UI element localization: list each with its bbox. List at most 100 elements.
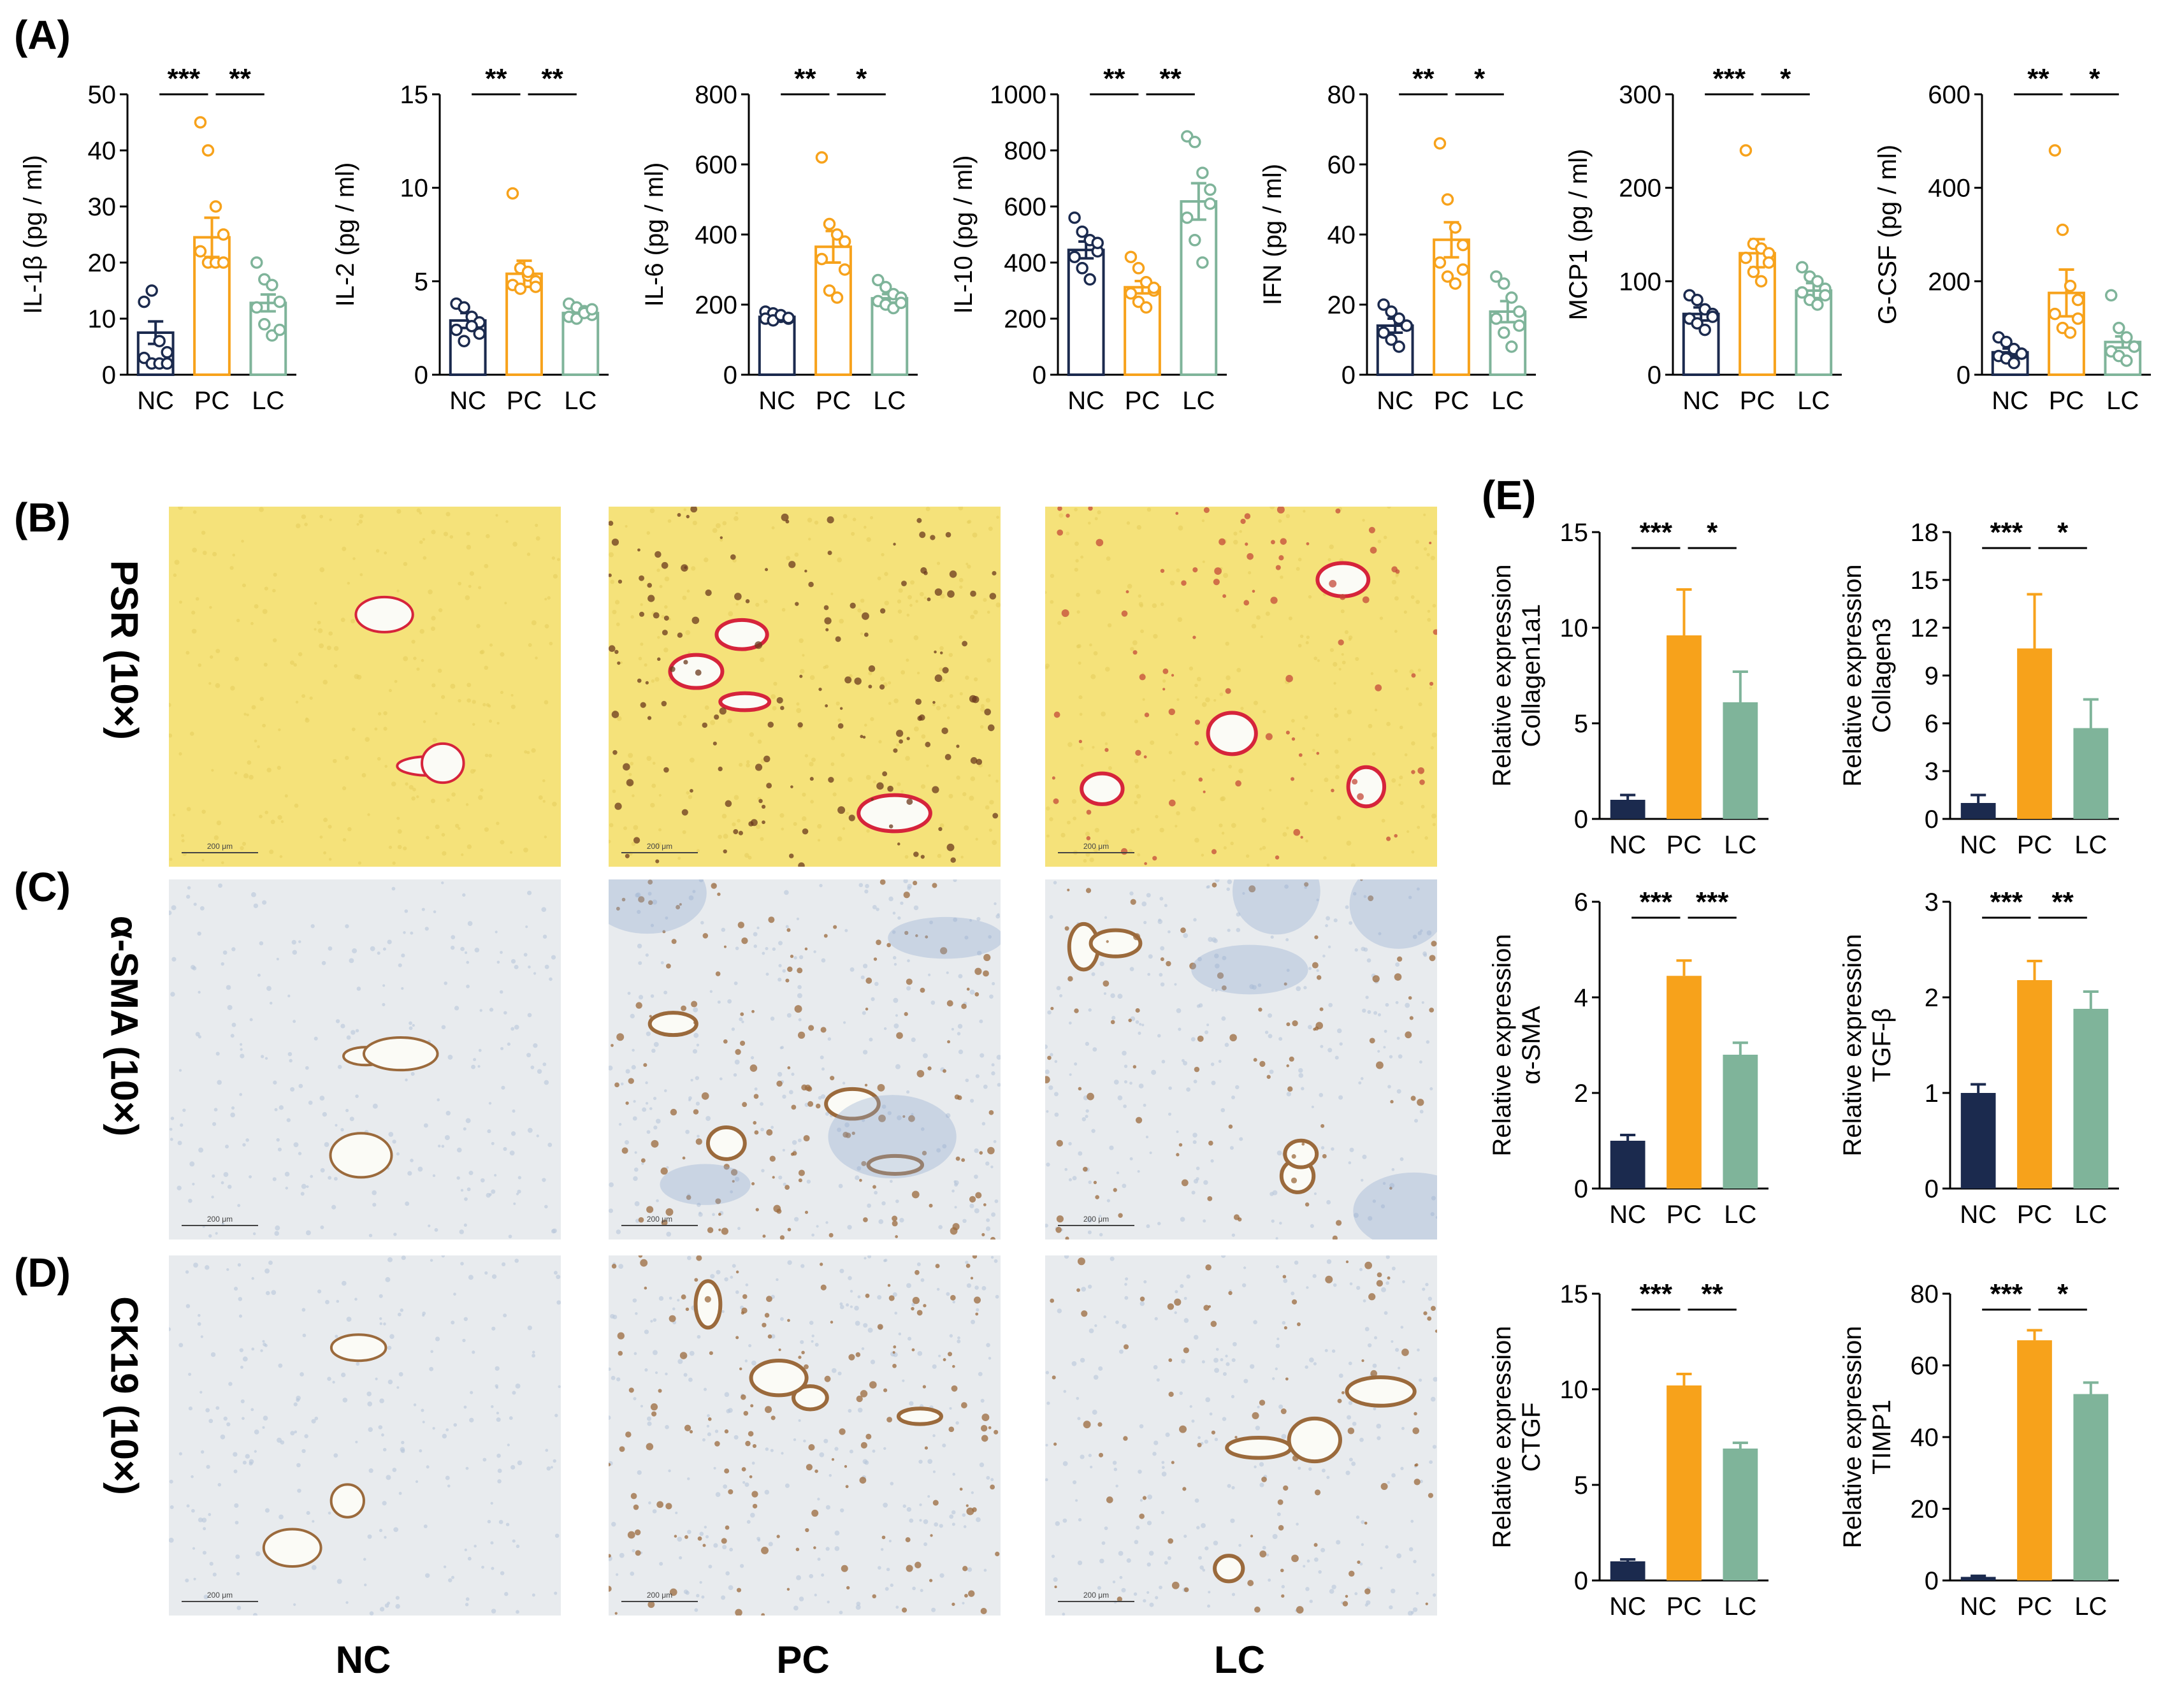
cell-nucleus (1107, 623, 1112, 628)
cell-nucleus (1387, 507, 1391, 509)
cell-nucleus (642, 1107, 647, 1112)
cell-nucleus (750, 1056, 755, 1060)
cell-nucleus (528, 965, 531, 969)
significance-label: * (2057, 1278, 2069, 1310)
cell-nucleus (701, 1595, 705, 1599)
stain-deposit (791, 1104, 797, 1110)
cell-nucleus (777, 978, 782, 982)
stain-deposit (828, 1233, 834, 1238)
vessel (1283, 1138, 1319, 1169)
cell-nucleus (888, 639, 893, 643)
cell-nucleus (633, 1167, 639, 1172)
stain-deposit (809, 777, 814, 781)
cell-nucleus (1311, 1105, 1315, 1109)
cell-nucleus (646, 756, 652, 761)
stain-deposit (633, 837, 640, 844)
y-axis-label: MCP1 (pg / ml) (1565, 149, 1593, 321)
cell-nucleus (821, 958, 826, 963)
cell-nucleus (401, 1440, 405, 1445)
cell-nucleus (1176, 1130, 1179, 1133)
stain-deposit (1142, 1496, 1147, 1500)
cell-nucleus (527, 1325, 532, 1331)
cell-nucleus (246, 713, 249, 716)
cell-nucleus (231, 1022, 236, 1027)
stain-deposit (616, 906, 620, 911)
cell-nucleus (1391, 1588, 1396, 1594)
data-point (1392, 312, 1405, 325)
stain-deposit (923, 570, 928, 575)
stain-deposit (630, 1493, 637, 1500)
vessel (857, 793, 932, 834)
cell-nucleus (839, 1268, 844, 1273)
cell-nucleus (1099, 1558, 1104, 1564)
cell-nucleus (430, 1350, 433, 1354)
cell-nucleus (1326, 1259, 1332, 1264)
cell-nucleus (1417, 1348, 1420, 1352)
cell-nucleus (974, 677, 978, 682)
stain-deposit (1240, 518, 1246, 524)
y-tick-label: 0 (723, 361, 737, 389)
cell-nucleus (695, 1101, 700, 1106)
cell-nucleus (212, 552, 217, 557)
cell-nucleus (1426, 1040, 1430, 1044)
cell-nucleus (1278, 1404, 1284, 1409)
stain-deposit (803, 1135, 810, 1142)
stain-deposit (988, 1426, 992, 1429)
cell-nucleus (609, 1066, 613, 1071)
cell-nucleus (240, 1048, 243, 1051)
cell-nucleus (1214, 1368, 1220, 1373)
data-point (879, 280, 892, 294)
cell-nucleus (396, 1152, 400, 1156)
stain-deposit (655, 859, 660, 864)
cell-nucleus (449, 535, 454, 539)
cell-nucleus (349, 958, 354, 964)
cell-nucleus (852, 517, 857, 521)
cell-nucleus (646, 531, 651, 535)
stain-deposit (619, 1446, 625, 1452)
cell-nucleus (345, 1109, 349, 1113)
stain-deposit (762, 1234, 766, 1238)
stain-deposit (1120, 848, 1128, 855)
cell-nucleus (939, 1573, 944, 1578)
cell-nucleus (1385, 1281, 1389, 1285)
cell-nucleus (1373, 1011, 1378, 1015)
stain-deposit (1390, 1100, 1394, 1104)
cell-nucleus (1122, 1183, 1127, 1189)
y-tick-label: 200 (1928, 268, 1971, 296)
cell-nucleus (394, 679, 398, 683)
y-tick-label: 5 (414, 268, 428, 296)
cell-nucleus (808, 537, 811, 541)
cell-nucleus (215, 683, 221, 688)
cell-nucleus (705, 1535, 709, 1538)
cell-nucleus (1124, 1283, 1127, 1286)
cell-nucleus (1356, 1515, 1360, 1519)
cell-nucleus (422, 1313, 425, 1317)
cell-nucleus (850, 967, 855, 972)
cell-nucleus (1268, 1579, 1271, 1582)
cell-nucleus (264, 586, 268, 591)
cell-nucleus (1421, 804, 1425, 809)
stain-deposit (1135, 1117, 1143, 1124)
cell-nucleus (1174, 1311, 1177, 1314)
cell-nucleus (468, 1275, 474, 1280)
cell-nucleus (844, 1122, 850, 1128)
micrograph-psr-nc: 200 μm (169, 507, 561, 867)
cell-nucleus (1250, 1364, 1255, 1369)
cell-nucleus (1113, 1080, 1119, 1085)
stain-deposit (1259, 1060, 1266, 1067)
cell-nucleus (1189, 1405, 1192, 1408)
stain-deposit (1283, 1485, 1289, 1491)
cell-nucleus (848, 777, 853, 783)
cell-nucleus (1085, 1109, 1089, 1113)
cell-nucleus (817, 1558, 821, 1561)
cell-nucleus (404, 909, 409, 913)
stain-deposit (1168, 1391, 1174, 1397)
cell-nucleus (809, 762, 814, 767)
cell-nucleus (375, 549, 380, 553)
stain-deposit (824, 617, 832, 625)
cell-nucleus (1193, 1334, 1199, 1340)
cell-nucleus (1210, 1159, 1214, 1163)
cell-nucleus (199, 906, 205, 911)
stain-deposit (1352, 779, 1358, 785)
cell-nucleus (1303, 1565, 1306, 1568)
